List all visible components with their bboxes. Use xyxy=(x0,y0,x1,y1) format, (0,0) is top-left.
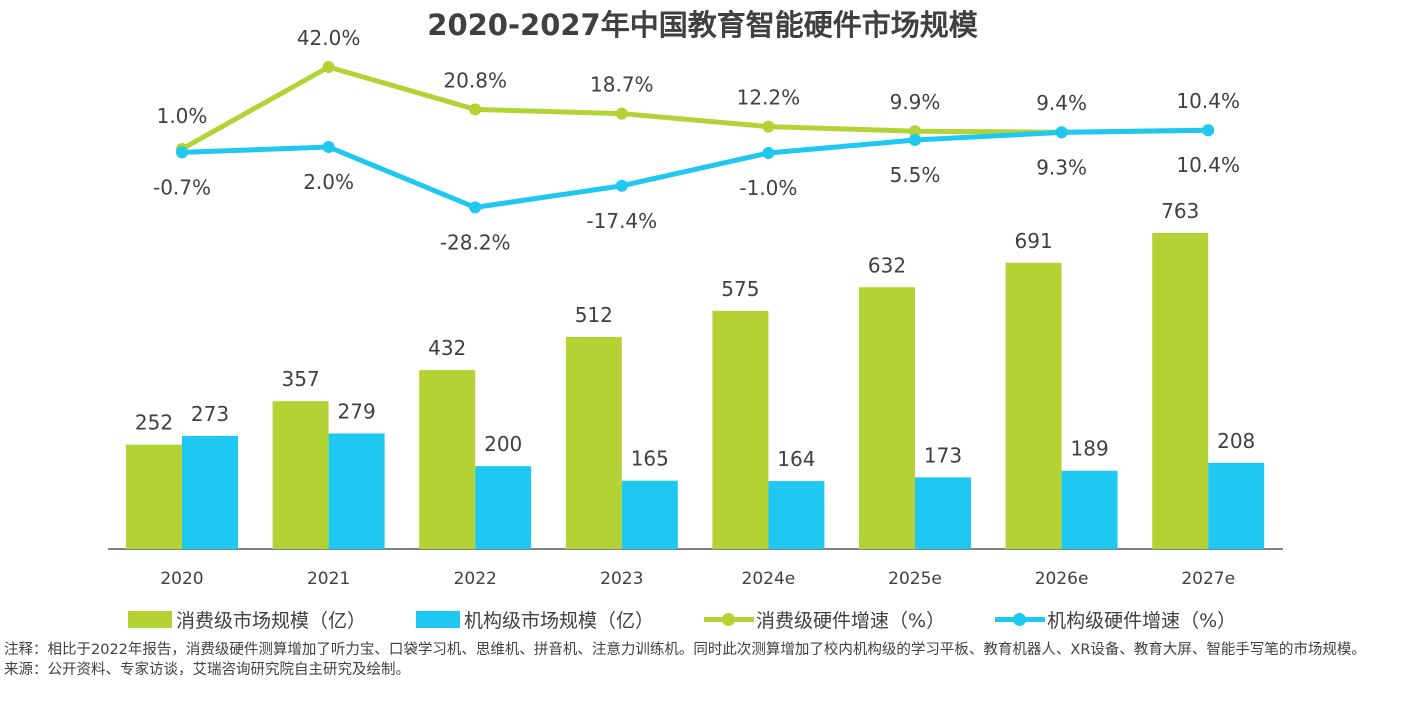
bar-value-label: 164 xyxy=(777,447,815,471)
bar-consumer-market xyxy=(419,370,476,549)
institution-growth-label: -1.0% xyxy=(739,176,797,200)
institution-growth-label: -0.7% xyxy=(153,175,211,199)
legend: 消费级市场规模（亿） 机构级市场规模（亿） 消费级硬件增速（%） 机构级硬件增速… xyxy=(128,604,1286,634)
bar-value-label: 632 xyxy=(868,253,906,277)
institution-growth-label: 2.0% xyxy=(303,170,354,194)
x-tick-label: 2023 xyxy=(600,569,643,589)
legend-item-institution-market: 机构级市场规模（亿） xyxy=(416,606,654,633)
consumer-growth-label: 42.0% xyxy=(297,26,361,50)
source-text: 来源：公开资料、专家访谈，艾瑞咨询研究院自主研究及绘制。 xyxy=(4,662,410,678)
bar-consumer-market xyxy=(272,401,329,549)
bar-value-label: 763 xyxy=(1161,199,1199,223)
bar-institution-market xyxy=(182,435,238,549)
bar-value-label: 200 xyxy=(484,432,522,456)
x-tick-label: 2022 xyxy=(454,569,497,589)
legend-label: 机构级市场规模（亿） xyxy=(464,609,655,632)
legend-swatch-institution-market xyxy=(416,610,461,628)
consumer-growth-label: 18.7% xyxy=(590,73,654,97)
point-institution-growth xyxy=(1202,124,1215,137)
bar-value-label: 189 xyxy=(1071,437,1109,461)
institution-growth-label: 9.3% xyxy=(1036,155,1087,179)
institution-growth-label: -17.4% xyxy=(586,209,657,233)
bar-consumer-market xyxy=(1005,262,1062,549)
point-institution-growth xyxy=(615,179,628,192)
point-institution-growth xyxy=(762,147,775,159)
x-tick-label: 2020 xyxy=(160,569,203,589)
bar-institution-market xyxy=(1208,462,1265,549)
x-tick-label: 2024e xyxy=(742,569,796,589)
bar-institution-market xyxy=(621,480,678,549)
bar-value-label: 575 xyxy=(721,277,759,301)
bar-consumer-market xyxy=(565,336,622,549)
legend-swatch-institution-growth xyxy=(995,611,1046,628)
point-institution-growth xyxy=(909,134,921,146)
consumer-growth-label: 20.8% xyxy=(443,68,507,92)
bar-value-label: 252 xyxy=(135,411,173,435)
point-consumer-growth xyxy=(909,125,921,138)
bar-institution-market xyxy=(475,466,532,549)
legend-item-institution-growth: 机构级硬件增速（%） xyxy=(995,606,1236,633)
institution-growth-label: 5.5% xyxy=(890,163,941,187)
point-consumer-growth xyxy=(615,107,628,120)
legend-label: 消费级硬件增速（%） xyxy=(756,609,946,632)
bar-value-label: 208 xyxy=(1217,429,1255,453)
bar-value-label: 357 xyxy=(282,367,320,391)
bar-consumer-market xyxy=(859,287,915,549)
bar-value-label: 691 xyxy=(1015,229,1053,253)
consumer-growth-label: 9.4% xyxy=(1036,91,1087,115)
bar-consumer-market xyxy=(126,444,182,549)
bar-institution-market xyxy=(328,433,385,549)
institution-growth-label: 10.4% xyxy=(1176,153,1240,177)
bar-institution-market xyxy=(768,481,825,549)
bar-value-label: 432 xyxy=(428,336,466,360)
bar-value-label: 173 xyxy=(924,443,962,467)
chart-title: 2020-2027年中国教育智能硬件市场规模 xyxy=(427,8,978,42)
x-tick-label: 2026e xyxy=(1035,569,1089,589)
x-tick-label: 2027e xyxy=(1181,569,1235,589)
point-institution-growth xyxy=(469,201,482,214)
consumer-growth-label: 10.4% xyxy=(1176,89,1240,113)
point-consumer-growth xyxy=(762,120,775,133)
bar-institution-market xyxy=(1061,470,1118,549)
consumer-growth-label: 1.0% xyxy=(157,104,208,128)
chart-canvas: 252 357 432 512 575 632 691 763 273 279 200 165 164 1… xyxy=(108,26,1283,589)
bar-consumer-market xyxy=(712,310,769,549)
legend-swatch-consumer-market xyxy=(128,610,172,628)
bar-value-label: 279 xyxy=(338,399,376,423)
bar-value-label: 165 xyxy=(631,447,669,471)
bar-institution-market xyxy=(915,477,971,549)
footnotes: 注释：相比于2022年报告，消费级硬件测算增加了听力宝、口袋学习机、思维机、拼音… xyxy=(4,640,1404,680)
line-institution-growth xyxy=(181,127,1209,210)
point-consumer-growth xyxy=(322,61,335,73)
bar-consumer-market xyxy=(1152,233,1209,549)
x-tick-label: 2025e xyxy=(888,569,942,589)
legend-item-consumer-growth: 消费级硬件增速（%） xyxy=(704,606,945,633)
consumer-growth-label: 12.2% xyxy=(737,86,801,110)
legend-item-consumer-market: 消费级市场规模（亿） xyxy=(128,606,366,633)
bar-value-label: 273 xyxy=(191,402,229,426)
point-institution-growth xyxy=(1055,126,1068,139)
bar-value-label: 512 xyxy=(575,303,613,327)
legend-label: 消费级市场规模（亿） xyxy=(176,609,367,632)
consumer-growth-label: 9.9% xyxy=(890,90,941,114)
x-tick-label: 2021 xyxy=(307,569,350,589)
point-consumer-growth xyxy=(469,103,482,116)
institution-growth-label: -28.2% xyxy=(440,230,511,254)
legend-swatch-consumer-growth xyxy=(704,611,755,628)
note-text: 注释：相比于2022年报告，消费级硬件测算增加了听力宝、口袋学习机、思维机、拼音… xyxy=(4,642,1366,658)
point-institution-growth xyxy=(322,141,335,153)
point-institution-growth xyxy=(176,146,188,159)
legend-label: 机构级硬件增速（%） xyxy=(1047,609,1237,632)
